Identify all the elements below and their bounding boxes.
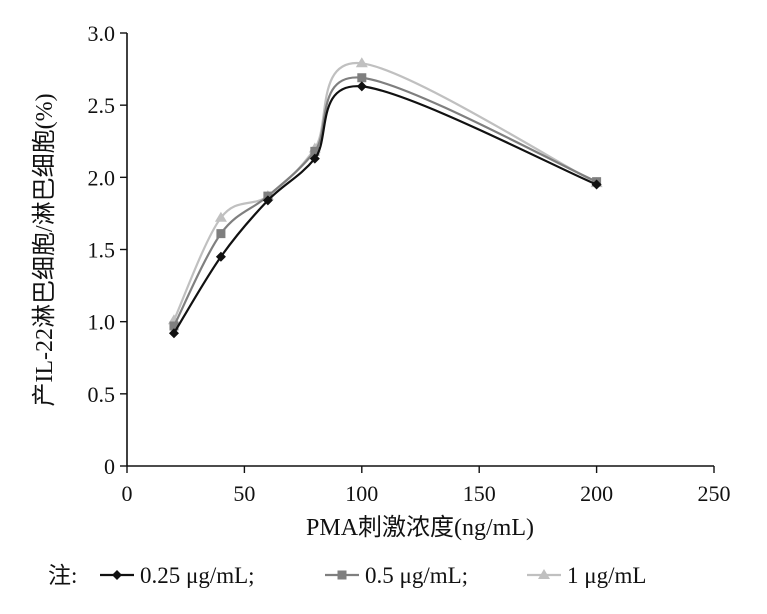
data-point <box>169 321 179 331</box>
series-line-0-5-g-mL <box>172 76 598 327</box>
data-point <box>214 211 227 222</box>
legend-label: 0.25 μg/mL; <box>140 563 255 588</box>
data-point <box>356 81 367 92</box>
data-point <box>591 179 602 190</box>
y-tick-label: 2.5 <box>88 93 116 118</box>
data-point <box>309 153 320 164</box>
data-point <box>262 195 273 206</box>
y-tick-label: 1.5 <box>88 238 116 263</box>
x-tick-label: 0 <box>122 481 133 506</box>
data-point <box>168 328 179 339</box>
x-tick-label: 50 <box>233 481 255 506</box>
y-tick-label: 3.0 <box>88 21 116 46</box>
ticks: 0 0.5 1.0 1.5 2.0 2.5 3.0 0 50 100 150 200 250 <box>88 21 731 506</box>
legend-label: 0.5 μg/mL; <box>365 563 468 588</box>
series-line-0-25-g-mL <box>173 85 598 334</box>
x-axis-title: PMA刺激浓度(ng/mL) <box>306 514 534 541</box>
data-point <box>355 57 368 68</box>
y-tick-label: 1.0 <box>88 310 116 335</box>
data-point <box>216 229 226 239</box>
legend: 注: 0.25 μg/mL; 0.5 μg/mL; 1 μg/mL <box>48 563 646 588</box>
y-tick-label: 2.0 <box>88 165 116 190</box>
legend-marker <box>337 570 347 580</box>
legend-prefix: 注: <box>48 563 77 588</box>
legend-marker <box>538 569 550 579</box>
y-tick-label: 0.5 <box>88 382 116 407</box>
series-line-1-g-mL <box>172 62 598 321</box>
x-tick-label: 250 <box>698 481 731 506</box>
series-layer <box>167 57 603 339</box>
y-tick-label: 0 <box>104 454 115 479</box>
x-tick-label: 200 <box>580 481 613 506</box>
y-axis-title: 产IL-22淋巴细胞/淋巴细胞(%) <box>31 93 58 406</box>
legend-label: 1 μg/mL <box>567 563 646 588</box>
data-point <box>310 146 320 156</box>
data-point <box>215 251 226 262</box>
data-point <box>357 73 367 83</box>
x-tick-label: 100 <box>345 481 378 506</box>
legend-marker <box>112 570 122 580</box>
x-tick-label: 150 <box>463 481 496 506</box>
